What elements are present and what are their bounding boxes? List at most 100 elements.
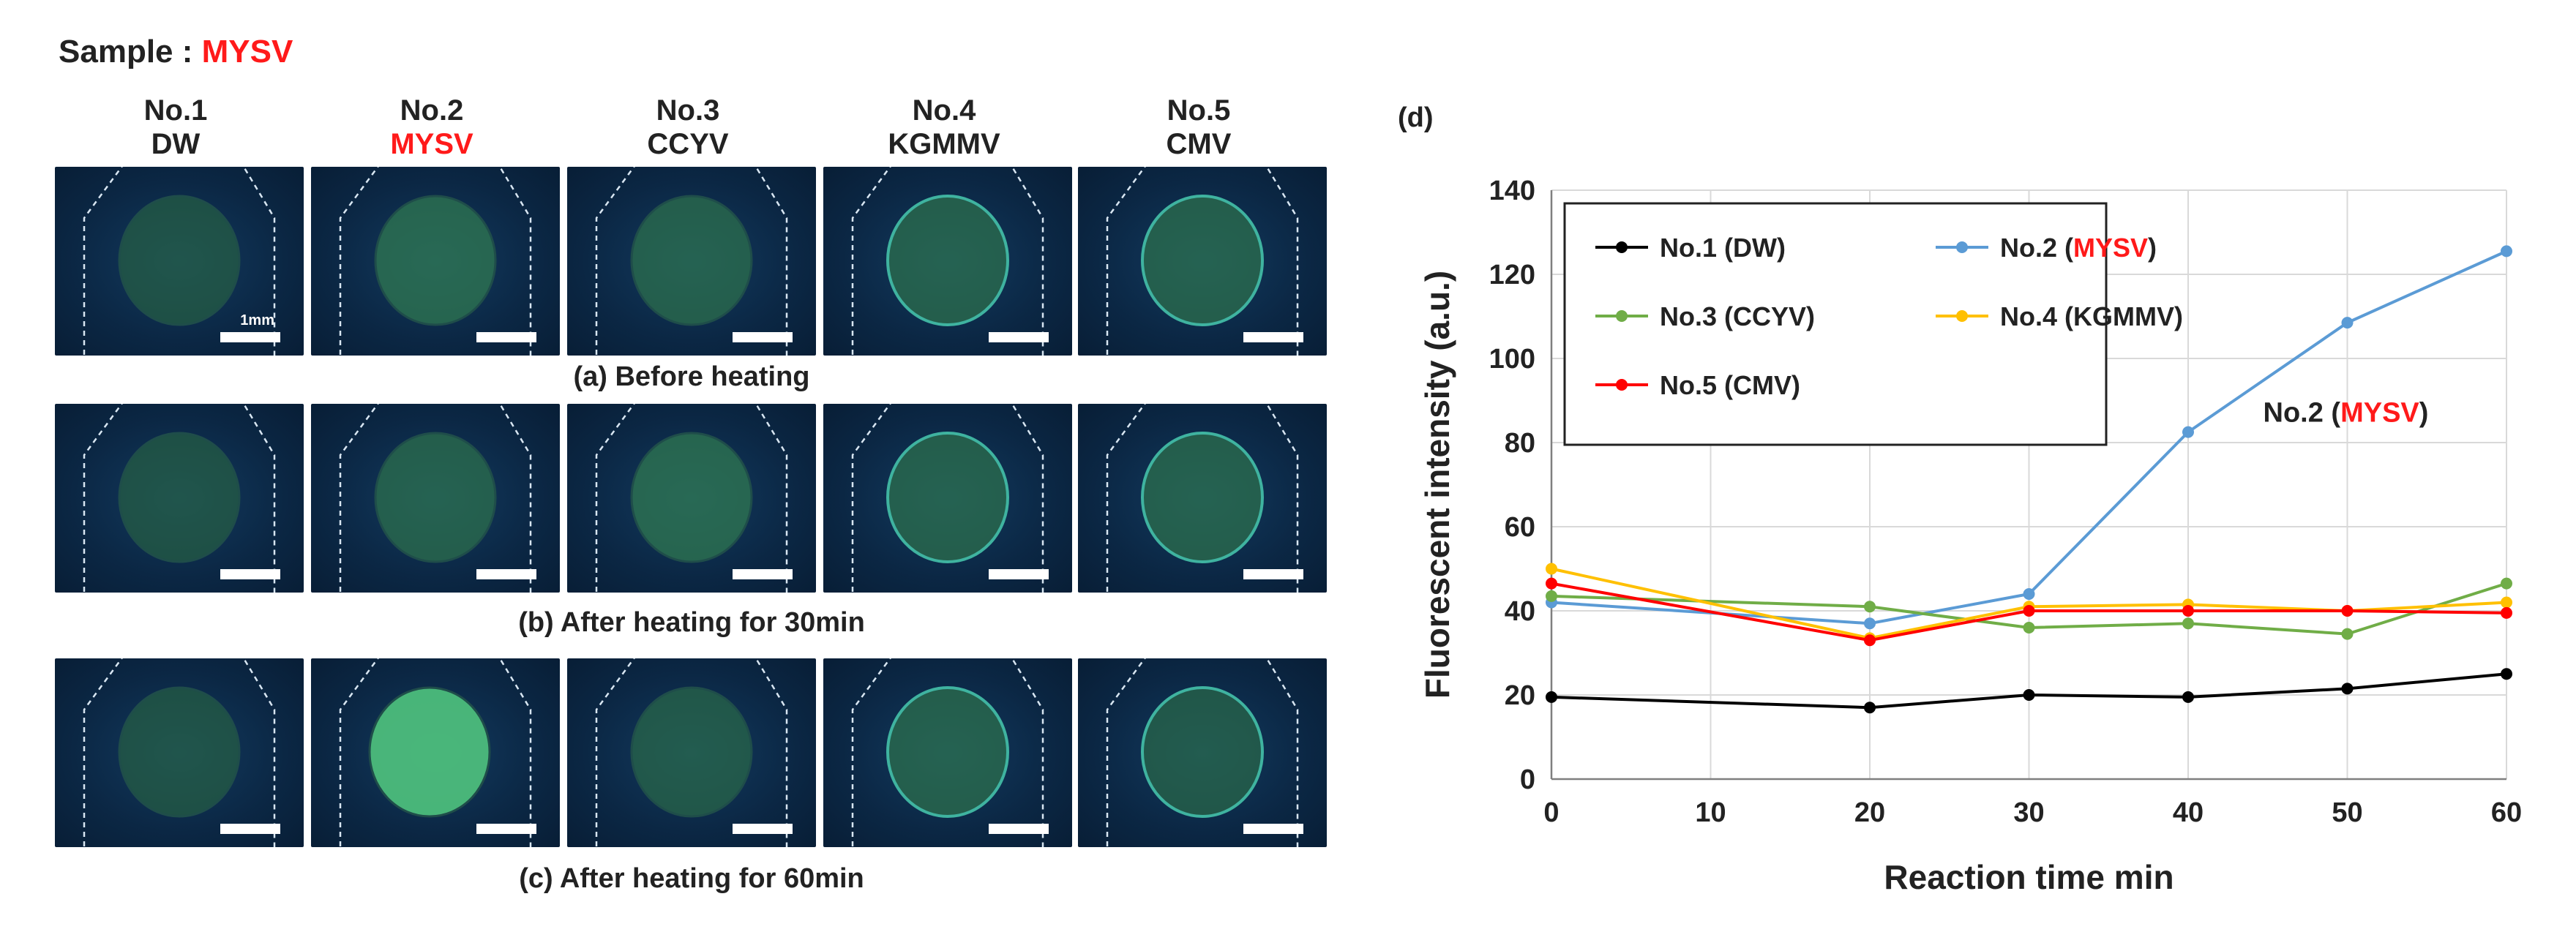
- data-point: [2501, 245, 2512, 258]
- droplet: [630, 432, 753, 563]
- data-point: [1864, 634, 1876, 647]
- scale-bar: [220, 824, 280, 834]
- micrograph-tile: [311, 167, 560, 356]
- scale-bar-label: 1mm: [240, 312, 274, 328]
- column-number: No.2: [400, 94, 464, 127]
- x-tick-label: 60: [2491, 797, 2522, 828]
- row-caption: (c) After heating for 60min: [519, 863, 864, 894]
- line-chart: 0 20 40 60 80 100 120 140 0 10 20 30 40 50 60 Reaction …: [1418, 176, 2522, 896]
- scale-bar: [1243, 824, 1303, 834]
- droplet: [886, 195, 1009, 326]
- data-point: [1864, 601, 1876, 613]
- x-tick-label: 40: [2173, 797, 2204, 828]
- x-tick-label: 30: [2013, 797, 2044, 828]
- droplet: [368, 686, 491, 818]
- data-point: [2501, 606, 2512, 619]
- chamber-outline: [83, 658, 276, 847]
- legend-prefix: No.1 (: [1660, 233, 1733, 263]
- micrograph-tile: 1mm: [55, 167, 304, 356]
- legend-virus: DW: [1733, 233, 1777, 263]
- data-point: [1546, 691, 1557, 703]
- data-point: [2501, 668, 2512, 680]
- legend-swatch-marker: [1616, 379, 1628, 391]
- sample-label: Sample :: [59, 34, 202, 69]
- sample-title: Sample : MYSV: [59, 34, 293, 70]
- scale-bar: [476, 824, 536, 834]
- scale-bar: [220, 332, 280, 342]
- chamber-outline: [339, 167, 532, 356]
- droplet: [1141, 432, 1264, 563]
- scale-bar: [1243, 332, 1303, 342]
- y-tick-label: 80: [1505, 428, 1535, 459]
- series-line: [1551, 582, 2507, 642]
- chamber-outline: [1106, 404, 1299, 593]
- droplet: [886, 686, 1009, 818]
- data-point: [2182, 426, 2194, 438]
- micrograph-tile: [55, 658, 304, 847]
- data-point: [2341, 317, 2354, 329]
- legend-prefix: No.4 (: [2000, 301, 2073, 331]
- chamber-outline: [339, 404, 532, 593]
- droplet: [374, 195, 497, 326]
- legend-swatch-marker: [1956, 241, 1968, 253]
- chamber-outline: [1106, 167, 1299, 356]
- chamber-outline: [83, 167, 276, 356]
- column-number: No.1: [143, 94, 208, 127]
- scale-bar: [733, 332, 793, 342]
- data-point: [1546, 590, 1557, 602]
- scale-bar: [989, 332, 1049, 342]
- legend-swatch-marker: [1616, 241, 1628, 253]
- series-line: [1551, 672, 2507, 710]
- legend-virus: MYSV: [2073, 233, 2148, 263]
- sample-value: MYSV: [201, 34, 293, 69]
- y-tick-label: 140: [1489, 176, 1535, 206]
- scale-bar: [989, 824, 1049, 834]
- y-tick-label: 60: [1505, 512, 1535, 543]
- x-tick-label: 20: [1854, 797, 1885, 828]
- droplet: [118, 686, 241, 818]
- scale-bar: [733, 569, 793, 579]
- data-point: [2501, 596, 2512, 609]
- legend-suffix: ): [1777, 233, 1786, 263]
- y-tick-label: 120: [1489, 260, 1535, 290]
- legend-prefix: No.3 (: [1660, 301, 1733, 331]
- droplet: [1141, 686, 1264, 818]
- legend-swatch-marker: [1956, 310, 1968, 322]
- legend-suffix: ): [1791, 370, 1800, 400]
- data-point: [2023, 622, 2035, 634]
- data-point: [1546, 577, 1557, 590]
- y-tick-label: 40: [1505, 596, 1535, 627]
- legend-prefix: No.2 (: [2000, 233, 2073, 263]
- y-axis-label: Fluorescent intensity (a.u.): [1418, 271, 1456, 699]
- y-tick-label: 100: [1489, 344, 1535, 375]
- column-number: No.3: [656, 94, 720, 127]
- legend-prefix: No.5 (: [1660, 370, 1733, 400]
- legend-suffix: ): [2148, 233, 2157, 263]
- column-header-1: No.1 DW: [51, 94, 300, 161]
- legend-swatch-marker: [1616, 310, 1628, 322]
- column-number: No.4: [912, 94, 976, 127]
- data-point: [2182, 691, 2194, 703]
- micrograph-tile: [567, 658, 816, 847]
- column-header-5: No.5 CMV: [1074, 94, 1323, 161]
- micrograph-tile: [1078, 167, 1327, 356]
- micrograph-tile: [567, 404, 816, 593]
- legend: No.1 (DW) No.2 (MYSV)No.3 (CCYV) No.4 (KGM…: [1563, 202, 2183, 446]
- micrograph-tile: [1078, 404, 1327, 593]
- data-point: [2023, 689, 2035, 701]
- column-header-3: No.3 CCYV: [564, 94, 812, 161]
- panel-label: (d): [1398, 102, 1434, 133]
- chamber-outline: [851, 658, 1044, 847]
- y-tick-label: 0: [1520, 764, 1535, 795]
- series-line: [1551, 249, 2507, 625]
- series-annotation: No.2 (MYSV): [2264, 397, 2429, 428]
- legend-suffix: ): [1806, 301, 1815, 331]
- column-sample-name: CCYV: [647, 128, 729, 160]
- micrograph-tile: [1078, 658, 1327, 847]
- legend-entry: No.5 (CMV): [1660, 370, 1800, 400]
- column-sample-name: KGMMV: [888, 128, 1000, 160]
- data-point: [2341, 628, 2354, 640]
- chamber-outline: [339, 658, 532, 847]
- chamber-outline: [595, 167, 788, 356]
- legend-virus: CMV: [1733, 370, 1791, 400]
